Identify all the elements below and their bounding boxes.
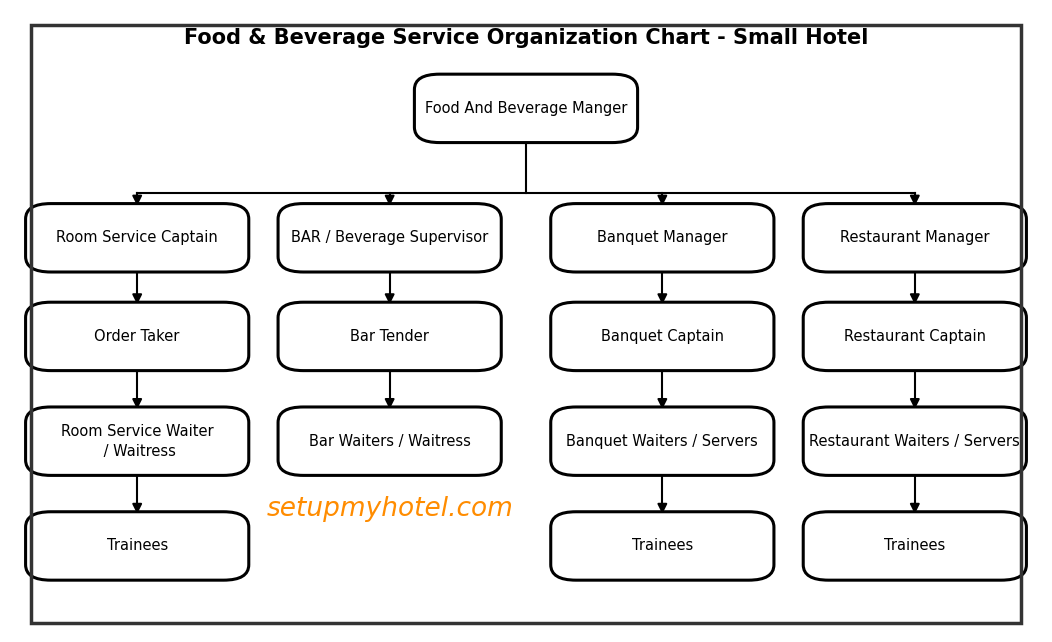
FancyBboxPatch shape <box>804 512 1027 580</box>
FancyBboxPatch shape <box>551 302 774 370</box>
Text: Food And Beverage Manger: Food And Beverage Manger <box>425 101 627 116</box>
FancyBboxPatch shape <box>278 407 501 475</box>
Text: Room Service Waiter
 / Waitress: Room Service Waiter / Waitress <box>61 424 214 458</box>
Text: Trainees: Trainees <box>631 539 693 553</box>
Text: Trainees: Trainees <box>106 539 168 553</box>
FancyBboxPatch shape <box>25 204 248 272</box>
FancyBboxPatch shape <box>278 302 501 370</box>
Text: BAR / Beverage Supervisor: BAR / Beverage Supervisor <box>291 230 488 245</box>
FancyBboxPatch shape <box>25 302 248 370</box>
Text: Restaurant Waiters / Servers: Restaurant Waiters / Servers <box>809 434 1020 449</box>
FancyBboxPatch shape <box>414 74 638 143</box>
FancyBboxPatch shape <box>804 302 1027 370</box>
Text: Bar Tender: Bar Tender <box>350 329 429 344</box>
Text: Banquet Manager: Banquet Manager <box>598 230 728 245</box>
Text: Restaurant Manager: Restaurant Manager <box>841 230 990 245</box>
Text: Room Service Captain: Room Service Captain <box>57 230 218 245</box>
FancyBboxPatch shape <box>804 204 1027 272</box>
Text: Bar Waiters / Waitress: Bar Waiters / Waitress <box>308 434 470 449</box>
FancyBboxPatch shape <box>551 512 774 580</box>
FancyBboxPatch shape <box>25 407 248 475</box>
Text: Food & Beverage Service Organization Chart - Small Hotel: Food & Beverage Service Organization Cha… <box>184 28 868 48</box>
Text: Trainees: Trainees <box>884 539 946 553</box>
FancyBboxPatch shape <box>551 204 774 272</box>
Text: setupmyhotel.com: setupmyhotel.com <box>266 496 513 522</box>
Text: Banquet Waiters / Servers: Banquet Waiters / Servers <box>566 434 758 449</box>
Text: Order Taker: Order Taker <box>95 329 180 344</box>
FancyBboxPatch shape <box>278 204 501 272</box>
Text: Restaurant Captain: Restaurant Captain <box>844 329 986 344</box>
FancyBboxPatch shape <box>551 407 774 475</box>
FancyBboxPatch shape <box>25 512 248 580</box>
Text: Banquet Captain: Banquet Captain <box>601 329 724 344</box>
FancyBboxPatch shape <box>804 407 1027 475</box>
